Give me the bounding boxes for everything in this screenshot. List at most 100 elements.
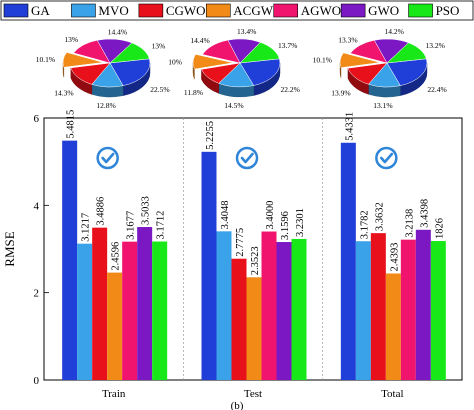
legend-label-acgwo: ACGWO	[233, 3, 282, 18]
pie-slice-ga	[386, 58, 428, 86]
bar-value-label: 5.4331	[344, 112, 355, 141]
pie-label-mvo: 14.5%	[224, 101, 243, 110]
pie-label-pso: 13.7%	[278, 41, 297, 50]
bar-agwo	[261, 231, 277, 380]
legend-swatch-gwo	[340, 3, 366, 18]
y-tick-label: 4	[34, 200, 40, 212]
legend-swatch-ga	[3, 3, 29, 18]
pie-label-cgwo: 13.9%	[331, 88, 350, 97]
legend-swatch-pso	[408, 3, 433, 18]
bar-cgwo	[231, 258, 247, 380]
legend-label-pso: PSO	[436, 3, 460, 18]
bar-ga	[201, 151, 217, 380]
bar-gwo	[137, 227, 153, 380]
bar-acgwo	[385, 273, 401, 380]
bar-value-label: 2.4596	[111, 242, 122, 271]
pie-slice-pso	[109, 42, 150, 64]
check-circle-icon	[235, 146, 259, 170]
bar-value-label: 3.2138	[404, 209, 415, 238]
bar-ga	[340, 142, 356, 380]
check-circle-icon	[375, 146, 398, 170]
legend-label-cgwo: CGWO	[166, 3, 206, 18]
bar-gwo	[276, 242, 292, 380]
check-mark	[240, 152, 254, 164]
legend-swatch-acgwo	[205, 3, 231, 18]
pie-label-acgwo: 10%	[168, 57, 182, 66]
y-axis-label: RMSE	[2, 231, 17, 266]
pie-slice-acgwo	[62, 52, 104, 68]
bar-gwo	[415, 229, 431, 380]
bar-value-label: 3.5033	[141, 196, 152, 225]
pie-test: 22.2% 14.5% 11.8% 10% 14.4% 13.4% 13.7%	[168, 27, 300, 110]
bar-value-label: 3.1677	[126, 211, 137, 240]
legend-label-agwo: AGWO	[301, 3, 341, 18]
check-circle-ring	[235, 146, 259, 170]
bar-pso	[291, 238, 307, 380]
check-circle-ring	[96, 146, 119, 170]
legend-label-ga: GA	[31, 3, 50, 18]
bar-value-label: 3.2301	[295, 208, 306, 237]
bar-value-label: 2.7775	[235, 228, 246, 257]
x-tick-label: Test	[244, 388, 262, 400]
legend-swatch-cgwo	[138, 3, 164, 18]
bar-chart: 0 2 4 6 RMSE 5.4815 3.1217 3.4886 2.4596 3.1677 3.…	[2, 110, 463, 400]
check-circle-ring	[375, 146, 398, 170]
pie-label-cgwo: 11.8%	[184, 88, 203, 97]
bar-pso	[430, 241, 446, 380]
check-mark	[380, 152, 394, 164]
x-tick-label: Total	[381, 388, 403, 400]
bar-cgwo	[370, 233, 386, 380]
pie-label-acgwo: 10.1%	[313, 55, 332, 64]
bar-acgwo	[246, 277, 262, 380]
pie-label-cgwo: 14.3%	[54, 88, 73, 97]
pie-charts: 22.5% 12.8% 14.3% 10.1% 13% 14.4% 13% 22.2% 14.5…	[36, 27, 447, 110]
bar-value-label: 3.3632	[374, 202, 385, 231]
x-tick-label: Train	[102, 388, 126, 400]
y-tick-label: 2	[34, 288, 40, 300]
bar-value-label: 3.4000	[265, 201, 276, 230]
bar-ga	[62, 140, 78, 380]
pie-total: 22.4% 13.1% 13.9% 10.1% 13.3% 14.2% 13.2%	[313, 27, 447, 110]
legend: GA MVO CGWO ACGWO AGWO GWO PSO	[0, 0, 474, 21]
pie-slice-pso	[239, 42, 280, 64]
legend-label-mvo: MVO	[98, 3, 128, 18]
bar-agwo	[400, 239, 416, 380]
bar-pso	[152, 241, 168, 380]
pie-label-agwo: 13%	[64, 35, 78, 44]
pie-label-ga: 22.5%	[150, 85, 169, 94]
bar-acgwo	[107, 272, 123, 380]
legend-swatch-mvo	[71, 3, 96, 18]
pie-label-gwo: 13.4%	[237, 27, 256, 36]
pie-label-mvo: 12.8%	[96, 101, 115, 110]
bar-value-label: 3.1217	[81, 213, 92, 242]
bar-value-label: 3.4048	[220, 200, 231, 229]
pie-label-mvo: 13.1%	[373, 101, 392, 110]
pie-slice-acgwo	[192, 54, 234, 70]
pie-label-gwo: 14.2%	[384, 27, 403, 36]
pie-slice-cgwo	[70, 62, 111, 85]
pie-train: 22.5% 12.8% 14.3% 10.1% 13% 14.4% 13%	[36, 27, 170, 110]
pie-label-ga: 22.2%	[281, 85, 300, 94]
pie-slice-acgwo	[339, 52, 381, 68]
bar-value-label: 3.1596	[280, 211, 291, 240]
pie-label-pso: 13.2%	[426, 41, 445, 50]
pie-label-agwo: 13.3%	[338, 35, 357, 44]
bar-mvo	[77, 243, 93, 380]
bar-value-label: 3.1712	[156, 211, 167, 240]
y-tick-label: 6	[34, 113, 40, 125]
bar-value-label: 3.4398	[419, 199, 430, 228]
bar-value-label: 5.2255	[205, 121, 216, 150]
bar-value-label: 1826	[434, 218, 445, 239]
bar-mvo	[216, 231, 232, 380]
legend-label-gwo: GWO	[368, 3, 399, 18]
bar-value-label: 3.4886	[96, 197, 107, 226]
pie-slice-cgwo	[201, 62, 241, 84]
bar-value-label: 2.3523	[250, 246, 261, 275]
legend-swatch-agwo	[273, 3, 299, 18]
bar-mvo	[355, 241, 371, 380]
pie-label-pso: 13%	[152, 41, 166, 50]
check-circle-icon	[96, 146, 119, 170]
pie-slice-ga	[109, 58, 151, 86]
check-mark	[101, 152, 115, 164]
